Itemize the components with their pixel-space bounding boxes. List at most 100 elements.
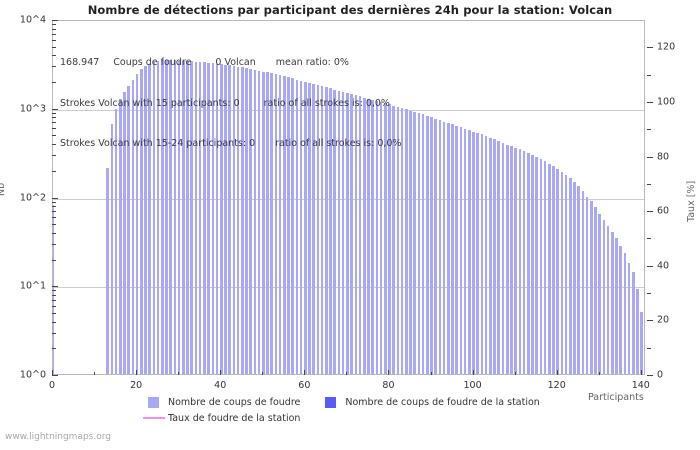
y-axis-minor-tick: [52, 348, 56, 349]
bar: [606, 225, 610, 374]
x-axis-tick: [641, 370, 642, 375]
legend-item-all-strokes[interactable]: Nombre de coups de foudre: [148, 396, 300, 408]
y-axis-right-title: Taux [%]: [686, 180, 697, 222]
bar: [518, 149, 522, 374]
y-axis-right-tick-label: 0: [657, 369, 664, 381]
bar: [232, 66, 236, 374]
bar: [447, 122, 450, 374]
y-axis-right-minor-tick: [647, 129, 651, 130]
y-axis-tick: [52, 286, 58, 287]
y-axis-minor-tick: [52, 29, 56, 30]
y-axis-right-minor-tick: [647, 75, 651, 76]
y-axis-minor-tick: [52, 202, 56, 203]
bar: [426, 115, 429, 374]
bar: [493, 139, 496, 374]
x-axis-tick-label: 100: [463, 380, 482, 391]
bar: [438, 120, 442, 374]
bar: [463, 128, 467, 374]
y-axis-minor-tick: [52, 155, 56, 156]
x-axis-tick: [557, 370, 558, 375]
bar: [299, 80, 303, 374]
y-axis-tick: [52, 109, 58, 110]
bar: [194, 61, 198, 374]
x-axis-tick: [136, 370, 137, 375]
bar: [590, 201, 593, 374]
bar: [371, 100, 374, 374]
y-axis-right-tick: [647, 375, 653, 376]
x-axis-minor-tick: [431, 372, 432, 375]
chart-legend: Nombre de coups de foudre Nombre de coup…: [143, 394, 540, 426]
bar: [489, 137, 492, 374]
x-axis-minor-tick: [599, 372, 600, 375]
y-axis-right-tick-label: 120: [657, 41, 676, 53]
bar: [211, 63, 215, 374]
y-axis-tick: [52, 198, 58, 199]
y-axis-minor-tick: [52, 306, 56, 307]
y-axis-right-tick: [647, 211, 653, 212]
legend-item-station-strokes[interactable]: Nombre de coups de foudre de la station: [325, 396, 540, 408]
x-axis-title: Participants: [588, 392, 644, 403]
bar: [409, 110, 412, 374]
bar: [383, 103, 387, 374]
bar: [413, 111, 416, 374]
y-axis-tick: [52, 20, 58, 21]
y-axis-right-minor-tick: [647, 238, 651, 239]
bar: [219, 64, 223, 374]
bar: [287, 77, 290, 374]
bar: [173, 60, 177, 374]
bar: [236, 66, 240, 374]
annotation-block: 168.947 Coups de foudre 0 Volcan mean ratio…: [60, 29, 401, 178]
plot-area: [52, 20, 645, 375]
bar: [379, 102, 383, 374]
x-axis-tick-label: 80: [382, 380, 395, 391]
y-axis-minor-tick: [52, 206, 56, 207]
bar: [543, 161, 547, 374]
chart-title: Nombre de détections par participant des…: [87, 3, 613, 17]
y-axis-right-tick: [647, 266, 653, 267]
bar: [320, 86, 324, 374]
bar: [291, 78, 294, 374]
bar: [110, 123, 114, 374]
legend-item-station-rate[interactable]: Taux de foudre de la station: [143, 412, 301, 424]
annotation-strokes-15-24: Strokes Volcan with 15-24 participants: …: [60, 138, 256, 149]
bar: [274, 74, 278, 374]
bar: [455, 125, 459, 374]
bar: [106, 167, 109, 374]
x-axis-minor-tick: [178, 372, 179, 375]
annotation-ratio-15: ratio of all strokes is: 0,0%: [263, 97, 390, 109]
bar: [430, 117, 433, 374]
y-axis-right-minor-tick: [647, 184, 651, 185]
bar: [451, 124, 454, 374]
y-axis-minor-tick: [52, 295, 56, 296]
y-axis-minor-tick: [52, 66, 56, 67]
legend-row-2: Taux de foudre de la station: [143, 410, 540, 426]
x-axis-minor-tick: [262, 372, 263, 375]
bar: [203, 62, 206, 374]
x-axis-tick: [388, 370, 389, 375]
bar: [552, 166, 555, 374]
bar: [253, 69, 257, 374]
bar: [329, 88, 332, 374]
bar: [640, 311, 644, 374]
y-axis-minor-tick: [52, 144, 56, 145]
y-axis-minor-tick: [52, 24, 56, 25]
bar: [278, 75, 282, 374]
bar: [358, 96, 362, 374]
legend-label-station-rate: Taux de foudre de la station: [168, 412, 301, 424]
bar: [144, 66, 147, 374]
x-axis-tick-label: 0: [48, 380, 56, 391]
bar: [623, 253, 627, 374]
bar: [316, 85, 320, 374]
y-axis-right-tick: [647, 157, 653, 158]
bar: [480, 134, 484, 374]
bar: [560, 171, 564, 374]
bar: [442, 121, 446, 374]
bar: [169, 60, 173, 374]
bar: [207, 62, 210, 374]
y-axis-minor-tick: [52, 82, 56, 83]
bar: [400, 108, 404, 374]
bar: [337, 90, 341, 374]
bar: [228, 65, 231, 374]
x-axis-minor-tick: [94, 372, 95, 375]
bar: [459, 127, 463, 374]
